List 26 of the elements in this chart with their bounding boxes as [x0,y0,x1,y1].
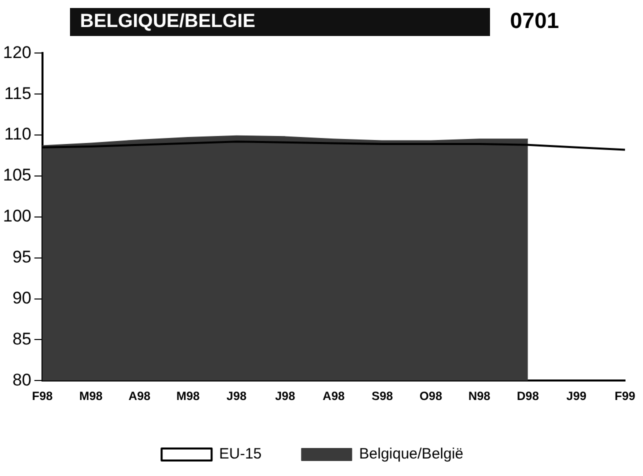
x-tick-label: M98 [79,389,103,404]
y-tick-label: 105 [2,166,32,185]
y-tick-label: 115 [4,84,32,103]
y-tick-label: 80 [12,370,32,390]
x-tick-label: F98 [32,389,54,404]
x-tick-label: N98 [468,389,491,404]
x-tick-label: A98 [128,389,151,404]
text: 0701 [510,8,559,34]
x-tick-label: J98 [226,389,247,404]
x-tick-label: J98 [275,389,296,404]
y-tick-label: 120 [2,42,32,62]
x-tick-label: O98 [419,389,442,404]
y-tick-label: 110 [4,124,32,144]
x-tick-label: J99 [566,389,587,404]
x-tick-label: A98 [322,389,346,404]
y-tick-label: 85 [12,329,32,348]
x-tick-label: M98 [176,389,200,404]
y-tick-label: 90 [12,288,32,308]
legend-label: EU-15 [219,446,262,463]
x-tick-label: D98 [516,389,540,404]
x-tick-label: S98 [372,389,394,404]
y-tick-label: 95 [12,248,32,267]
x-tick-label: F99 [614,389,636,404]
y-tick-label: 100 [2,206,32,226]
chart-title: BELGIQUE/BELGIE [70,8,490,36]
legend-label: Belgique/België [359,446,464,463]
